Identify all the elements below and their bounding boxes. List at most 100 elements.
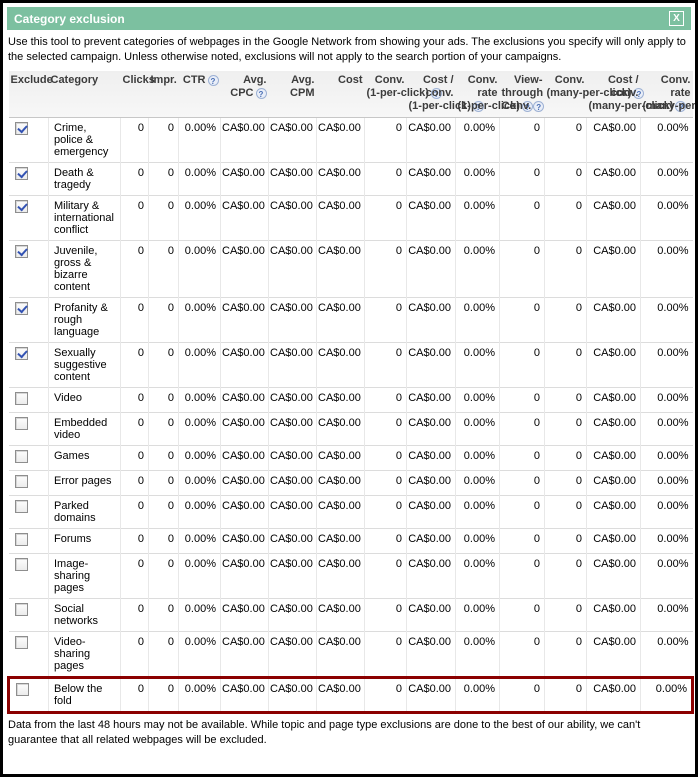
metric-cell: 0.00%: [455, 117, 500, 163]
column-header-label: CPM: [290, 87, 315, 99]
metric-cell: CA$0.00: [220, 162, 269, 196]
metric-cell: 0: [364, 387, 407, 413]
metric-cell: CA$0.00: [220, 495, 269, 529]
close-icon[interactable]: X: [669, 11, 684, 26]
exclude-checkbox[interactable]: [14, 603, 28, 616]
metric-cell: CA$0.00: [220, 598, 269, 632]
help-icon[interactable]: ?: [533, 101, 545, 112]
help-icon[interactable]: ?: [255, 88, 267, 99]
metric-cell: 0: [148, 195, 179, 241]
metric-cell: 0: [544, 195, 587, 241]
exclude-checkbox[interactable]: [14, 245, 28, 258]
metric-cell: 0: [148, 495, 179, 529]
metric-cell: CA$0.00: [586, 528, 641, 554]
metric-cell: CA$0.00: [316, 631, 365, 678]
category-name: Parked domains: [48, 495, 121, 529]
metric-cell: 0: [148, 676, 179, 714]
exclude-checkbox[interactable]: [14, 200, 28, 213]
help-icon[interactable]: ?: [207, 75, 219, 86]
metric-cell: CA$0.00: [586, 387, 641, 413]
metric-cell: 0: [148, 240, 179, 298]
metric-cell: 0.00%: [178, 387, 221, 413]
metric-cell: CA$0.00: [406, 598, 456, 632]
category-name: Juvenile, gross & bizarre content: [48, 240, 121, 298]
exclude-checkbox[interactable]: [14, 392, 28, 405]
metric-cell: 0.00%: [640, 162, 693, 196]
metric-cell: CA$0.00: [268, 676, 317, 714]
metric-cell: CA$0.00: [268, 631, 317, 678]
metric-cell: CA$0.00: [406, 553, 456, 599]
metric-cell: 0: [364, 495, 407, 529]
metric-cell: 0.00%: [455, 342, 500, 388]
metric-cell: 0: [120, 117, 149, 163]
exclude-checkbox[interactable]: [14, 122, 28, 135]
exclude-checkbox[interactable]: [14, 417, 28, 430]
metric-cell: 0: [499, 387, 545, 413]
category-name: Sexually suggestive content: [48, 342, 121, 388]
category-name: Social networks: [48, 598, 121, 632]
column-header-impr: Impr.: [148, 71, 179, 118]
metric-cell: 0.00%: [640, 195, 693, 241]
metric-cell: CA$0.00: [586, 195, 641, 241]
exclude-checkbox[interactable]: [16, 683, 29, 696]
metric-cell: 0: [544, 240, 587, 298]
dialog-title: Category exclusion: [14, 12, 125, 26]
metric-cell: 0: [499, 342, 545, 388]
metric-cell: CA$0.00: [220, 470, 269, 496]
metric-cell: 0.00%: [178, 553, 221, 599]
exclude-checkbox[interactable]: [14, 558, 28, 571]
metric-cell: CA$0.00: [316, 412, 365, 446]
metric-cell: 0: [499, 553, 545, 599]
metric-cell: 0: [148, 528, 179, 554]
metric-cell: CA$0.00: [316, 297, 365, 343]
exclude-checkbox[interactable]: [14, 533, 28, 546]
exclude-checkbox[interactable]: [14, 167, 28, 180]
metric-cell: 0: [148, 117, 179, 163]
metric-cell: 0.00%: [455, 470, 500, 496]
exclude-checkbox[interactable]: [14, 347, 28, 360]
metric-cell: 0.00%: [178, 297, 221, 343]
metric-cell: 0: [148, 445, 179, 471]
column-header-clicks: Clicks: [120, 71, 155, 118]
metric-cell: 0.00%: [455, 495, 500, 529]
metric-cell: 0: [120, 676, 149, 714]
column-header-label: Conv.: [501, 100, 532, 112]
metric-cell: CA$0.00: [406, 162, 456, 196]
exclude-cell: [8, 553, 49, 599]
metric-cell: CA$0.00: [220, 412, 269, 446]
metric-cell: 0.00%: [178, 162, 221, 196]
table-row-crime-police-emergency: Crime, police & emergency 0 0 0.00% CA$0.00 C…: [9, 117, 693, 163]
exclude-checkbox[interactable]: [14, 500, 28, 513]
metric-cell: CA$0.00: [586, 598, 641, 632]
metric-cell: 0.00%: [178, 676, 221, 714]
metric-cell: CA$0.00: [268, 598, 317, 632]
metric-cell: CA$0.00: [406, 240, 456, 298]
category-exclusion-table: Exclude Category Clicks Impr. CTR? Avg. CPC? A…: [7, 71, 695, 714]
exclude-cell: [8, 598, 49, 632]
column-header-ctr: CTR?: [178, 71, 221, 118]
exclude-checkbox[interactable]: [14, 302, 28, 315]
column-header-cost-conv-1-per-click: Cost / conv. (1-per-click)?: [406, 71, 484, 118]
metric-cell: 0.00%: [178, 470, 221, 496]
metric-cell: 0: [364, 553, 407, 599]
exclude-checkbox[interactable]: [14, 475, 28, 488]
metric-cell: CA$0.00: [268, 240, 317, 298]
exclude-checkbox[interactable]: [14, 450, 28, 463]
column-header-label: Clicks: [122, 74, 155, 86]
metric-cell: CA$0.00: [406, 495, 456, 529]
dialog-titlebar: Category exclusion X: [7, 7, 691, 30]
metric-cell: CA$0.00: [268, 117, 317, 163]
category-exclusion-dialog: Category exclusion X Use this tool to pr…: [3, 3, 695, 774]
metric-cell: 0: [544, 387, 587, 413]
table-row-embedded-video: Embedded video 0 0 0.00% CA$0.00 CA$0.00 CA$0.…: [8, 412, 693, 446]
category-name: Profanity & rough language: [48, 297, 121, 343]
metric-cell: 0: [364, 598, 407, 632]
table-row-parked-domains: Parked domains 0 0 0.00% CA$0.00 CA$0.00 CA$0.…: [8, 495, 693, 529]
metric-cell: 0: [364, 342, 407, 388]
metric-cell: CA$0.00: [316, 598, 365, 632]
metric-cell: CA$0.00: [220, 445, 269, 471]
exclude-cell: [8, 445, 49, 471]
metric-cell: 0.00%: [178, 528, 221, 554]
exclude-checkbox[interactable]: [14, 636, 28, 649]
column-header-avg-cpc: Avg. CPC?: [220, 71, 269, 118]
